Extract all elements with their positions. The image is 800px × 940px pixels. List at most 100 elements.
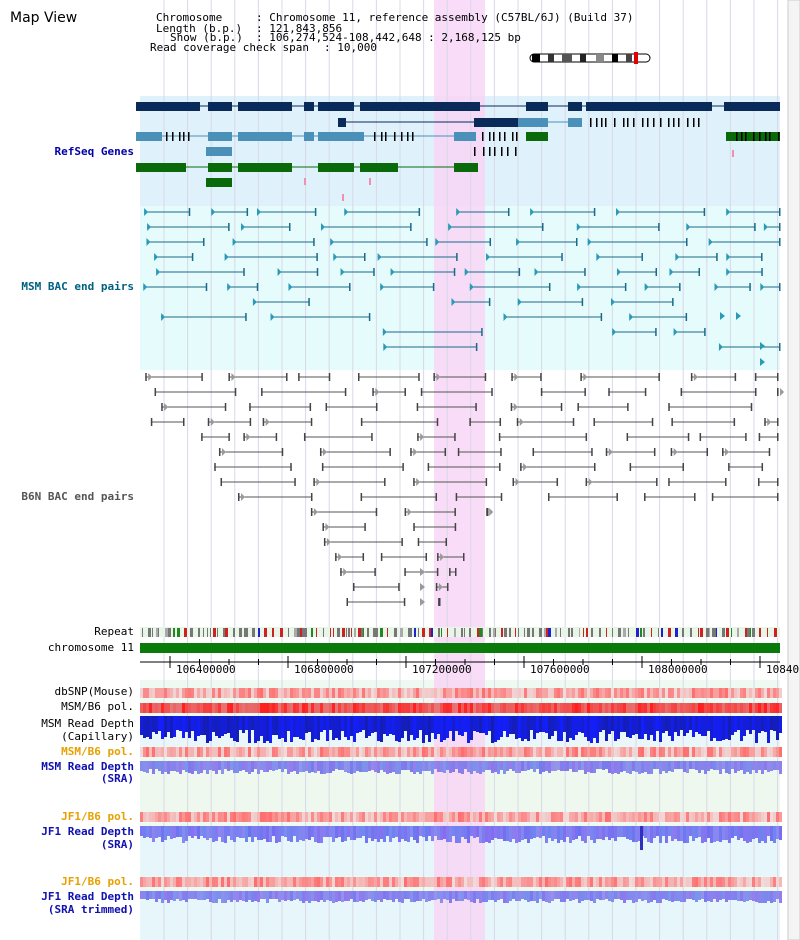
depth-bar (578, 826, 581, 836)
heat-cell (608, 877, 611, 887)
chromosome-track-label[interactable]: chromosome 11 (47, 641, 134, 654)
depth-bar (674, 761, 677, 769)
jf1-read-depth-trimmed-label[interactable]: JF1 Read Depth (41, 890, 134, 903)
heat-cell (551, 812, 554, 822)
heat-cell (443, 812, 446, 822)
depth-bar (353, 716, 356, 742)
heat-cell (671, 877, 674, 887)
heat-cell (455, 747, 458, 757)
heat-cell (218, 877, 221, 887)
heat-cell (596, 812, 599, 822)
heat-cell (332, 703, 335, 713)
depth-bar (251, 826, 254, 842)
depth-bar (755, 716, 758, 743)
b6n-bac-pair-glyphs[interactable] (145, 373, 785, 606)
heat-cell (389, 747, 392, 757)
jf1-b6-pol-label-1[interactable]: JF1/B6 pol. (61, 810, 134, 823)
depth-bar (596, 716, 599, 743)
refseq-gene-glyphs[interactable] (136, 102, 780, 201)
bac-end-marker (588, 478, 593, 486)
depth-bar (656, 826, 659, 836)
msm-bac-pair-glyphs[interactable] (143, 208, 781, 366)
bac-end-tick (572, 418, 575, 426)
repeat-track-label[interactable]: Repeat (94, 625, 134, 638)
chromosome-bar[interactable] (140, 643, 780, 653)
heat-cell (662, 812, 665, 822)
heat-cell (641, 812, 644, 822)
bac-end-tick (398, 583, 400, 591)
heat-cell (158, 812, 161, 822)
depth-bar (467, 716, 470, 743)
heat-cell (455, 688, 458, 698)
highlight-region[interactable] (434, 0, 485, 940)
msm-read-depth-capillary-label[interactable]: MSM Read Depth (41, 717, 134, 730)
msm-bac-track-label[interactable]: MSM BAC end pairs (21, 280, 134, 293)
depth-bar (443, 891, 446, 899)
jf1-read-depth-sra-label[interactable]: JF1 Read Depth (41, 825, 134, 838)
depth-bar (656, 761, 659, 769)
heat-cell (461, 812, 464, 822)
depth-bar (170, 826, 173, 839)
b6n-bac-track-label[interactable]: B6N BAC end pairs (21, 490, 134, 503)
heat-cell (515, 877, 518, 887)
bac-end-marker (246, 433, 251, 441)
gene-exon (568, 102, 582, 111)
bac-end-marker (469, 283, 474, 291)
heat-cell (311, 747, 314, 757)
heat-cell (149, 877, 152, 887)
heat-cell (473, 812, 476, 822)
depth-bar (689, 826, 692, 836)
heat-cell (548, 812, 551, 822)
repeat-element (714, 628, 717, 637)
depth-bar (245, 891, 248, 902)
msm-b6-pol-label-2[interactable]: MSM/B6 pol. (61, 745, 134, 758)
heat-cell (740, 703, 743, 713)
depth-bar (656, 891, 659, 903)
depth-bar (575, 716, 578, 735)
msm-read-depth-sra-label[interactable]: MSM Read Depth (41, 760, 134, 773)
heat-cell (200, 812, 203, 822)
bac-end-tick (298, 373, 300, 381)
depth-bar (173, 891, 176, 901)
repeat-element (304, 628, 307, 637)
bac-end-tick (711, 493, 714, 501)
chromosome-ideogram[interactable] (529, 52, 651, 64)
heat-cell (737, 703, 740, 713)
heat-cell (389, 812, 392, 822)
heat-cell (149, 703, 152, 713)
heat-cell (191, 703, 194, 713)
depth-bar (569, 891, 572, 901)
depth-bar (335, 761, 338, 769)
depth-bar (680, 761, 683, 769)
coverage-value: : 10,000 (324, 41, 377, 54)
depth-bar (518, 891, 521, 901)
depth-bar (461, 716, 464, 736)
depth-bar (623, 761, 626, 771)
heat-cell (569, 812, 572, 822)
depth-bar (557, 826, 560, 843)
depth-bar (593, 761, 596, 773)
heat-cell (173, 703, 176, 713)
heat-cell (602, 747, 605, 757)
depth-bar (143, 716, 146, 738)
repeat-element (539, 628, 542, 637)
jf1-b6-pol-label-2[interactable]: JF1/B6 pol. (61, 875, 134, 888)
depth-bar (767, 761, 770, 772)
heat-cell (578, 703, 581, 713)
heat-cell (209, 747, 212, 757)
bac-end-marker (343, 568, 348, 576)
heat-cell (764, 877, 767, 887)
depth-bar (557, 761, 560, 770)
bac-end-marker (517, 298, 522, 306)
dbsnp-track-label[interactable]: dbSNP(Mouse) (54, 685, 134, 698)
depth-bar (476, 891, 479, 899)
heat-cell (497, 703, 500, 713)
depth-bar (380, 826, 383, 839)
heat-cell (707, 688, 710, 698)
bac-end-marker (257, 208, 262, 216)
depth-bar (233, 826, 236, 842)
msm-b6-pol-label-1[interactable]: MSM/B6 pol. (61, 700, 134, 713)
refseq-track-label[interactable]: RefSeq Genes (54, 145, 134, 158)
heat-cell (320, 688, 323, 698)
